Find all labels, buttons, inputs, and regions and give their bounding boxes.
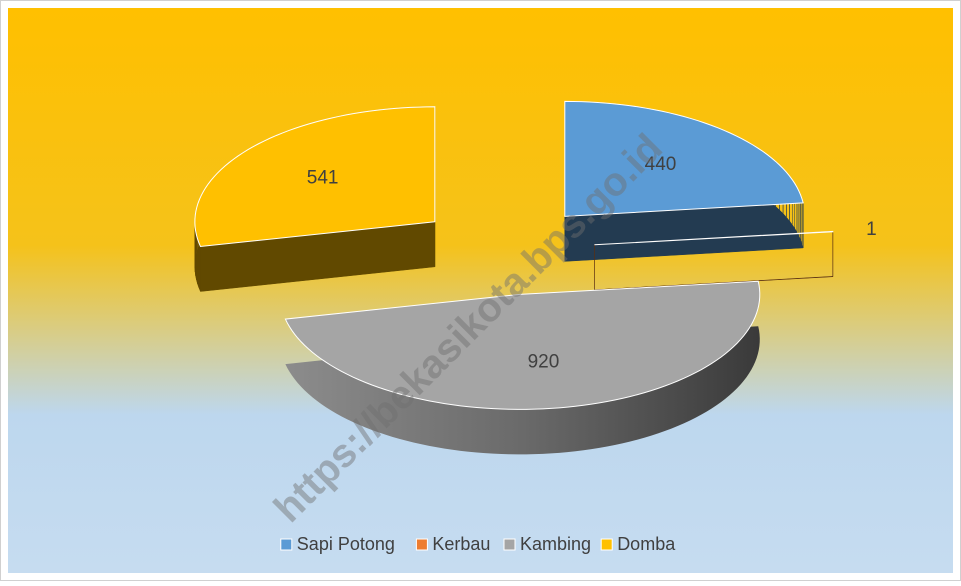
legend-swatch	[280, 538, 293, 551]
legend-label: Kambing	[520, 534, 591, 554]
slice-side	[594, 231, 834, 291]
legend-label: Domba	[617, 534, 676, 554]
legend-swatch	[503, 538, 516, 551]
legend-swatch	[415, 538, 428, 551]
data-label: 920	[528, 351, 560, 372]
legend-label: Sapi Potong	[297, 534, 395, 554]
data-label: 541	[307, 168, 339, 189]
data-label: 440	[645, 154, 677, 175]
slice	[194, 106, 436, 248]
data-label: 1	[866, 219, 877, 240]
legend-label: Kerbau	[432, 534, 490, 554]
plot-background	[8, 8, 953, 573]
legend-swatch	[600, 538, 613, 551]
slice	[564, 100, 804, 217]
slice	[594, 230, 834, 246]
slice	[284, 280, 761, 410]
